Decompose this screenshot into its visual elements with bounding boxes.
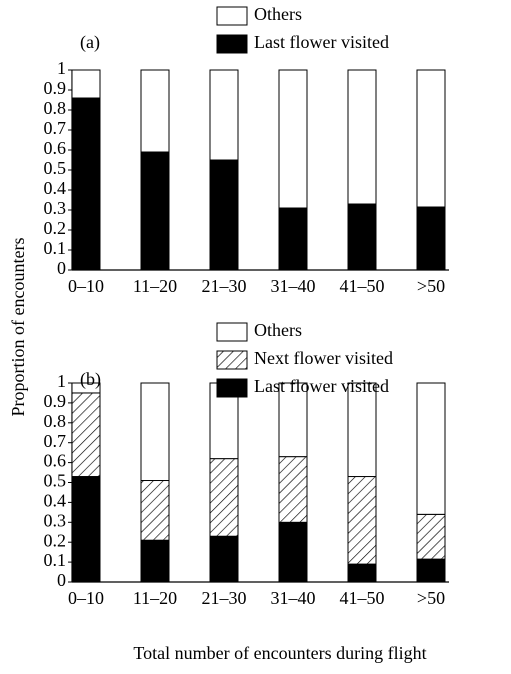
x-tick-label: 41–50 xyxy=(340,588,385,608)
y-tick-label: 1 xyxy=(57,371,66,391)
bar-segment xyxy=(347,69,377,205)
panel-label: (a) xyxy=(80,32,100,53)
x-tick-label: 11–20 xyxy=(133,588,177,608)
bar-segment xyxy=(416,206,446,271)
y-tick-label: 0.2 xyxy=(44,530,67,550)
x-tick-label: 0–10 xyxy=(68,276,104,296)
bar-segment xyxy=(140,151,170,271)
y-tick-label: 0.4 xyxy=(44,178,67,198)
legend-swatch xyxy=(216,34,248,54)
bar-segment xyxy=(71,97,101,271)
legend-swatch xyxy=(216,378,248,398)
y-tick-label: 0.3 xyxy=(44,510,67,530)
x-axis-label: Total number of encounters during flight xyxy=(133,643,426,663)
y-tick-label: 0.8 xyxy=(44,411,67,431)
y-tick-label: 0.9 xyxy=(44,78,67,98)
y-tick-label: 0.7 xyxy=(44,431,67,451)
y-tick-label: 0 xyxy=(57,570,66,590)
y-tick-label: 0 xyxy=(57,258,66,278)
bar-segment xyxy=(140,480,170,541)
y-tick-label: 0.1 xyxy=(44,550,67,570)
y-tick-label: 0.3 xyxy=(44,198,67,218)
y-tick-label: 0.4 xyxy=(44,491,67,511)
bar-segment xyxy=(278,69,308,209)
legend-label: Next flower visited xyxy=(254,348,393,368)
legend-swatch xyxy=(216,6,248,26)
bar-segment xyxy=(416,69,446,208)
legend-label: Others xyxy=(254,4,302,24)
legend-swatch xyxy=(216,350,248,370)
x-tick-label: 31–40 xyxy=(271,276,316,296)
y-tick-label: 0.6 xyxy=(44,138,67,158)
bar-segment xyxy=(416,382,446,515)
legend-swatch xyxy=(216,322,248,342)
bar-segment xyxy=(347,563,377,583)
x-tick-label: 31–40 xyxy=(271,588,316,608)
y-tick-label: 0.8 xyxy=(44,98,67,118)
y-tick-label: 0.2 xyxy=(44,218,67,238)
x-tick-label: >50 xyxy=(417,588,445,608)
bar-segment xyxy=(71,392,101,478)
x-tick-label: 0–10 xyxy=(68,588,104,608)
bar-segment xyxy=(278,521,308,583)
bar-segment xyxy=(347,382,377,478)
y-axis-label: Proportion of encounters xyxy=(8,238,28,417)
x-tick-label: 21–30 xyxy=(202,588,247,608)
y-tick-label: 0.9 xyxy=(44,391,67,411)
legend-label: Last flower visited xyxy=(254,32,389,52)
bar-segment xyxy=(71,69,101,99)
bar-segment xyxy=(140,69,170,153)
bar-segment xyxy=(347,476,377,565)
y-tick-label: 1 xyxy=(57,58,66,78)
bar-segment xyxy=(140,382,170,482)
x-tick-label: >50 xyxy=(417,276,445,296)
panel-label: (b) xyxy=(80,369,101,390)
x-tick-label: 41–50 xyxy=(340,276,385,296)
bar-segment xyxy=(278,456,308,523)
y-tick-label: 0.5 xyxy=(44,158,67,178)
bar-segment xyxy=(209,159,239,271)
legend-label: Others xyxy=(254,320,302,340)
y-tick-label: 0.5 xyxy=(44,471,67,491)
bar-segment xyxy=(209,69,239,161)
bar-segment xyxy=(347,203,377,271)
x-tick-label: 21–30 xyxy=(202,276,247,296)
legend-label: Last flower visited xyxy=(254,376,389,396)
bar-segment xyxy=(416,513,446,560)
bar-segment xyxy=(209,458,239,537)
bar-segment xyxy=(278,382,308,458)
bar-segment xyxy=(209,535,239,583)
bar-segment xyxy=(71,382,101,394)
x-tick-label: 11–20 xyxy=(133,276,177,296)
bar-segment xyxy=(278,207,308,271)
bar-segment xyxy=(71,476,101,583)
y-tick-label: 0.7 xyxy=(44,118,67,138)
y-tick-label: 0.1 xyxy=(44,238,67,258)
bar-segment xyxy=(140,539,170,583)
bar-segment xyxy=(416,558,446,583)
y-tick-label: 0.6 xyxy=(44,451,67,471)
